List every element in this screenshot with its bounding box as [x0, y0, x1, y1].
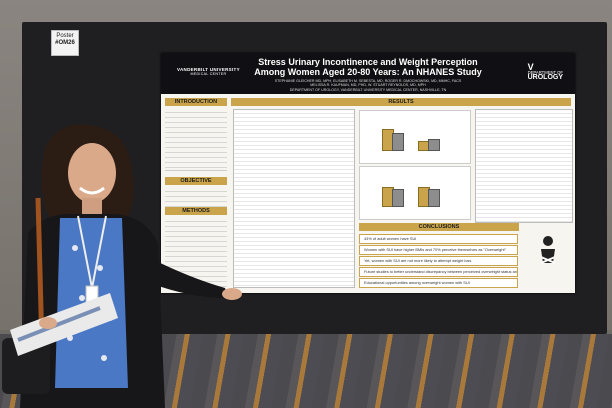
- poster-title-line2: Among Women Aged 20-80 Years: An NHANES …: [254, 67, 482, 77]
- poster-authors: STEPHANIE GLEICHER MD, MPH, ELISABETH M.…: [161, 79, 575, 92]
- results-table-2: [475, 109, 573, 223]
- poster-tag-line1: Poster: [56, 33, 74, 39]
- chart2-bar-nosui: [392, 189, 404, 207]
- urology-logo: V DEPARTMENT OF UROLOGY: [527, 62, 563, 82]
- conclusion-4: Future studies to better understand disc…: [359, 267, 518, 277]
- presenter-person: [2, 124, 242, 408]
- research-poster: VANDERBILT UNIVERSITY MEDICAL CENTER Str…: [161, 53, 575, 293]
- poster-tag-line2: #OM26: [55, 40, 75, 46]
- department-line: DEPARTMENT OF UROLOGY, VANDERBILT UNIVER…: [289, 87, 447, 92]
- chart2-bar-nosui-2: [428, 189, 440, 207]
- weight-perception-chart: [359, 110, 471, 164]
- objective-heading: OBJECTIVE: [165, 177, 227, 185]
- logo-right-line2: UROLOGY: [527, 74, 563, 81]
- conclusions-heading: CONCLUSIONS: [359, 223, 519, 231]
- introduction-heading: INTRODUCTION: [165, 98, 227, 106]
- conclusion-1: 43% of adult women have SUI: [359, 234, 518, 244]
- authors-line1: STEPHANIE GLEICHER MD, MPH, ELISABETH M.…: [274, 79, 462, 83]
- logo-left-sub: MEDICAL CENTER: [190, 72, 227, 76]
- poster-number-tag: Poster #OM26: [51, 30, 79, 56]
- poster-banner: VANDERBILT UNIVERSITY MEDICAL CENTER Str…: [161, 53, 575, 94]
- results-heading: RESULTS: [231, 98, 571, 106]
- poster-title: Stress Urinary Incontinence and Weight P…: [161, 57, 575, 77]
- chart1-bar-nosui-2: [428, 139, 440, 151]
- weight-loss-attempt-chart: [359, 166, 471, 220]
- conclusion-3: Yet, women with SUI are not more likely …: [359, 256, 518, 266]
- vanderbilt-logo: VANDERBILT UNIVERSITY MEDICAL CENTER: [177, 67, 240, 76]
- logo-right-line1: DEPARTMENT OF: [527, 70, 563, 75]
- methods-heading: METHODS: [165, 207, 227, 215]
- sui-icon: [540, 236, 556, 264]
- conclusion-5: Educational opportunities among overweig…: [359, 278, 518, 288]
- poster-title-line1: Stress Urinary Incontinence and Weight P…: [258, 57, 478, 67]
- chart1-bar-nosui: [392, 133, 404, 151]
- results-table-1: [233, 109, 355, 288]
- authors-line2: MELISSA R. KAUFMAN, MD, PHD, W. STUART R…: [310, 83, 426, 88]
- logo-left-text: VANDERBILT UNIVERSITY: [177, 67, 240, 72]
- introduction-text: [165, 108, 227, 174]
- conclusion-2: Women with SUI have higher BMIs and 70% …: [359, 245, 518, 255]
